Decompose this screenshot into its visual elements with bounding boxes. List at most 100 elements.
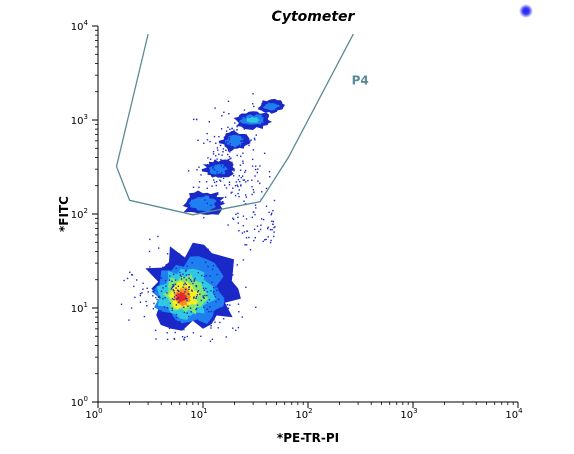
- event-dot: [175, 298, 178, 300]
- event-dot: [237, 216, 239, 218]
- event-dot: [251, 179, 253, 181]
- event-dot: [157, 235, 159, 238]
- event-dot: [208, 299, 211, 301]
- event-dot: [227, 141, 229, 143]
- x-axis-ticks: 100 101 102 103 104: [85, 402, 523, 421]
- event-dot: [231, 292, 234, 294]
- event-dot: [240, 140, 242, 142]
- event-dot: [197, 290, 200, 292]
- density-region-17: [263, 102, 280, 111]
- event-dot: [259, 182, 261, 185]
- event-dot: [171, 309, 174, 311]
- event-dot: [197, 139, 199, 141]
- event-dot: [225, 287, 228, 290]
- event-dot: [272, 210, 274, 212]
- event-dot: [222, 177, 225, 180]
- event-dot: [183, 311, 186, 314]
- event-dot: [253, 211, 255, 213]
- event-dot: [206, 323, 209, 326]
- event-dot: [188, 288, 190, 290]
- event-dot: [220, 158, 222, 161]
- event-dot: [233, 129, 235, 131]
- event-dot: [228, 148, 231, 151]
- x-tick-label: 100: [85, 407, 102, 421]
- event-dot: [168, 279, 171, 281]
- event-dot: [190, 311, 192, 313]
- event-dot: [196, 307, 198, 310]
- event-dot: [229, 158, 231, 160]
- event-dot: [205, 181, 208, 183]
- gate-polygon: [115, 33, 354, 216]
- event-dot: [252, 149, 255, 151]
- event-dot: [240, 185, 242, 187]
- event-dot: [227, 126, 229, 128]
- event-dot: [162, 298, 164, 300]
- event-dot: [178, 290, 180, 292]
- event-dot: [183, 283, 185, 286]
- event-dot: [216, 273, 218, 276]
- x-tick-label: 103: [400, 407, 417, 421]
- x-tick-label: 102: [295, 407, 312, 421]
- event-dot: [210, 319, 212, 321]
- event-dot: [228, 169, 230, 171]
- x-tick-label: 101: [190, 407, 207, 421]
- event-dot: [255, 207, 257, 209]
- event-dot: [210, 325, 212, 327]
- event-dot: [139, 294, 141, 297]
- event-dot: [235, 181, 238, 183]
- event-dot: [237, 222, 239, 224]
- event-dot: [212, 174, 214, 176]
- event-dot: [242, 225, 244, 227]
- event-dot: [203, 289, 205, 291]
- event-dot: [236, 154, 238, 157]
- event-dot: [271, 220, 273, 222]
- event-dot: [253, 105, 255, 108]
- event-dot: [152, 295, 154, 297]
- event-dot: [237, 192, 239, 195]
- event-dot: [236, 264, 238, 266]
- event-dot: [222, 201, 224, 203]
- event-dot: [233, 175, 235, 177]
- event-dot: [186, 312, 188, 314]
- event-dot: [149, 238, 151, 241]
- event-dot: [179, 320, 181, 323]
- event-dot: [272, 220, 275, 223]
- event-dot: [175, 317, 177, 319]
- event-dot: [180, 275, 182, 278]
- event-dot: [204, 323, 207, 325]
- density-region-15: [246, 116, 261, 124]
- event-dot: [216, 158, 218, 160]
- event-dot: [228, 113, 230, 115]
- event-dot: [171, 280, 173, 282]
- event-dot: [141, 292, 143, 294]
- plot-area: [120, 93, 285, 342]
- event-dot: [200, 211, 202, 213]
- event-dot: [209, 140, 211, 143]
- event-dot: [254, 213, 256, 216]
- event-dot: [242, 160, 244, 162]
- event-dot: [206, 139, 209, 141]
- event-dot: [173, 298, 175, 301]
- event-dot: [203, 217, 205, 219]
- event-dot: [212, 151, 215, 153]
- event-dot: [175, 313, 178, 316]
- event-dot: [175, 304, 178, 306]
- event-dot: [174, 331, 176, 334]
- gate-layer: P4: [115, 33, 369, 216]
- event-dot: [252, 189, 255, 191]
- event-dot: [251, 193, 253, 196]
- event-dot: [129, 271, 131, 273]
- x-tick-label: 104: [505, 407, 523, 421]
- event-dot: [203, 297, 205, 299]
- event-dot: [254, 237, 256, 239]
- event-dot: [245, 137, 248, 139]
- event-dot: [192, 282, 194, 285]
- event-dot: [267, 236, 269, 238]
- event-dot: [143, 315, 146, 318]
- event-dot: [216, 265, 218, 268]
- event-dot: [155, 270, 157, 272]
- event-dot: [202, 282, 204, 284]
- event-dot: [228, 181, 231, 183]
- event-dot: [212, 153, 215, 155]
- event-dot: [189, 307, 192, 309]
